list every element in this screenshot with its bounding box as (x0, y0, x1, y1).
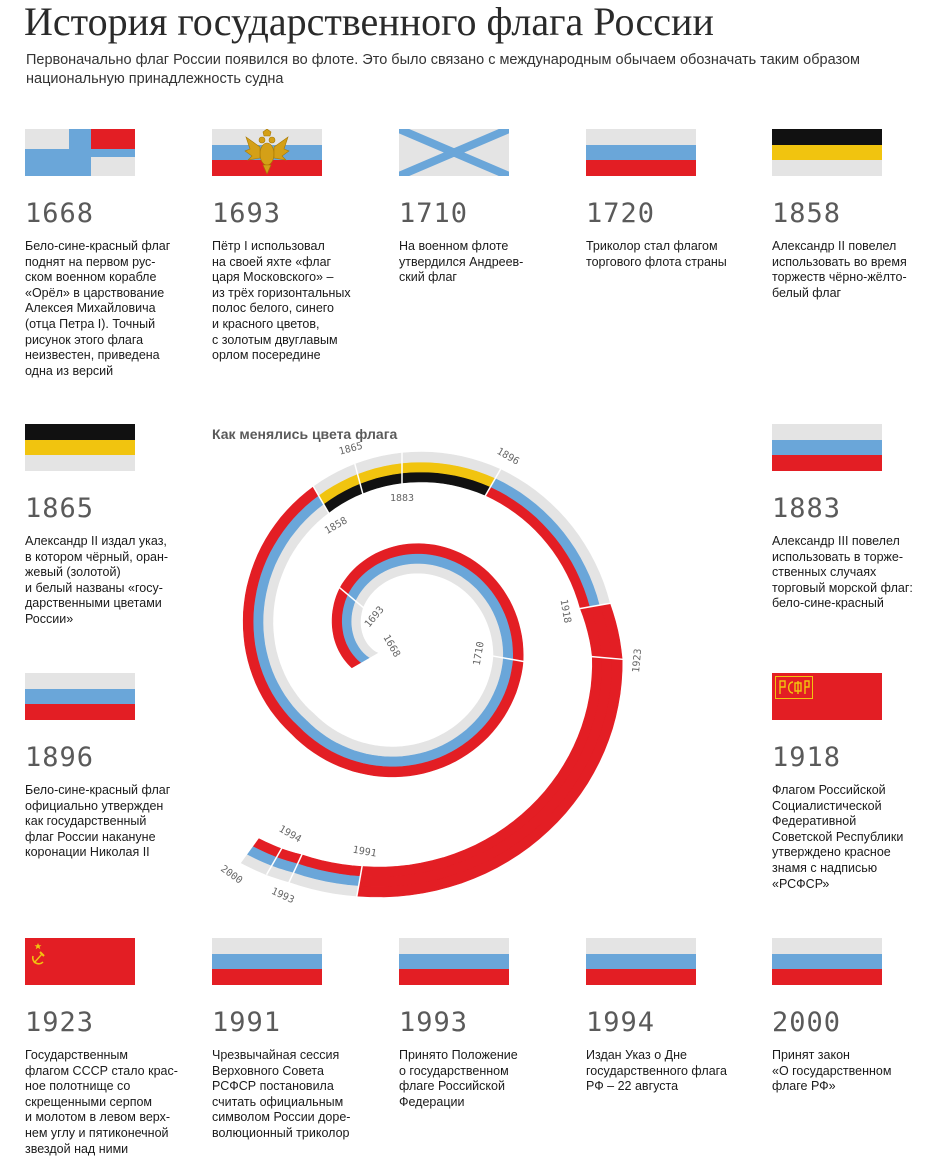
spiral-year-label: 1883 (390, 493, 414, 504)
spiral-boundary-1710 (491, 655, 526, 663)
spiral-year-label: 1668 (380, 633, 402, 659)
imperial-flag-icon (772, 129, 882, 176)
imperial-flag-icon (25, 424, 135, 471)
tricolor-flag-icon (25, 673, 135, 720)
timeline-entry-1991: 1991 Чрезвычайная сессия Верховного Сове… (212, 938, 390, 1142)
tricolor-flag-icon (212, 938, 322, 985)
page-title: История государственного флага России (24, 0, 714, 44)
entry-year: 1923 (25, 1007, 95, 1038)
spiral-boundary-1991 (355, 864, 364, 899)
tricolor-flag-icon (586, 938, 696, 985)
spiral-boundary-1993 (287, 852, 304, 885)
entry-description: Триколор стал флагом торгового флота стр… (586, 239, 727, 269)
spiral-year-label: 1993 (269, 886, 295, 906)
entry-year: 1896 (25, 742, 95, 773)
timeline-entry-1668: 1668 Бело-сине-красный флаг поднят на пе… (25, 129, 203, 379)
spiral-year-label: 1710 (472, 641, 487, 667)
entry-description: Принято Положение о государственном флаг… (399, 1048, 518, 1109)
entry-description: Александр II повелел использовать во вре… (772, 239, 907, 300)
tricolor-flag-icon (772, 424, 882, 471)
spiral-boundary-1923 (590, 655, 625, 661)
timeline-entry-1896: 1896 Бело-сине-красный флаг официально у… (25, 673, 203, 861)
timeline-entry-1693: 1693 Пётр I использовал на своей яхте «ф… (212, 129, 390, 364)
timeline-entry-1710: 1710 На военном флоте утвердился Андреев… (399, 129, 577, 286)
timeline-entry-2000: 2000 Принят закон «О государственном фла… (772, 938, 943, 1095)
tricolor-flag-icon (772, 938, 882, 985)
entry-year: 1918 (772, 742, 842, 773)
spiral-year-label: 1994 (277, 824, 303, 846)
timeline-entry-1883: 1883 Александр III повелел использовать … (772, 424, 943, 612)
tricolor-flag-icon (399, 938, 509, 985)
entry-description: Издан Указ о Дне государственного флага … (586, 1048, 727, 1094)
tricolor-flag-icon (586, 129, 696, 176)
timeline-entry-1923: 1923 Государственным флагом СССР стало к… (25, 938, 203, 1157)
spiral-boundary-1693 (337, 586, 365, 610)
entry-description: Пётр I использовал на своей яхте «флаг ц… (212, 239, 351, 363)
spiral-year-label: 2000 (218, 863, 244, 886)
entry-year: 1710 (399, 198, 469, 229)
spiral-title: Как менялись цвета флага (212, 426, 398, 442)
entry-description: Александр II издал указ, в котором чёрны… (25, 534, 169, 626)
orel-flag-icon (25, 129, 135, 176)
double-headed-eagle-icon (244, 129, 290, 175)
spiral-year-label: 1693 (363, 604, 387, 630)
timeline-entry-1865: 1865 Александр II издал указ, в котором … (25, 424, 203, 628)
entry-year: 1883 (772, 493, 842, 524)
entry-description: Чрезвычайная сессия Верховного Совета РС… (212, 1048, 351, 1140)
entry-year: 1668 (25, 198, 95, 229)
spiral-year-label: 1923 (631, 648, 644, 673)
entry-description: Бело-сине-красный флаг официально утверж… (25, 783, 171, 860)
spiral-boundary-2000 (238, 836, 260, 865)
tsar-moscow-flag-icon (212, 129, 322, 176)
spiral-year-label: 1858 (323, 515, 349, 537)
timeline-entry-1918: 1918 Флагом Российской Социалистической … (772, 673, 943, 892)
entry-year: 1693 (212, 198, 282, 229)
entry-year: 1994 (586, 1007, 656, 1038)
entry-description: Принят закон «О государственном флаге РФ… (772, 1048, 892, 1094)
spiral-boundary-1668 (350, 651, 381, 671)
spiral-boundary-1865 (353, 461, 364, 495)
rsfsr-flag-icon (772, 673, 882, 720)
timeline-entry-1720: 1720 Триколор стал флагом торгового флот… (586, 129, 764, 270)
timeline-entry-1994: 1994 Издан Указ о Дне государственного ф… (586, 938, 764, 1095)
spiral-year-label: 1865 (338, 441, 364, 458)
entry-year: 1720 (586, 198, 656, 229)
entry-description: На военном флоте утвердился Андреев- ски… (399, 239, 524, 285)
spiral-boundary-1858 (311, 484, 331, 515)
spiral-boundary-1918 (578, 602, 612, 610)
entry-year: 2000 (772, 1007, 842, 1038)
spiral-year-label: 1896 (495, 446, 521, 468)
timeline-entry-1858: 1858 Александр II повелел использовать в… (772, 129, 943, 301)
st-andrew-flag-icon (399, 129, 509, 176)
entry-description: Бело-сине-красный флаг поднят на первом … (25, 239, 171, 378)
page-subtitle: Первоначально флаг России появился во фл… (26, 52, 861, 87)
entry-year: 1858 (772, 198, 842, 229)
entry-description: Александр III повелел использовать в тор… (772, 534, 913, 611)
spiral-boundary-1896 (483, 467, 503, 498)
spiral-year-label: 1918 (557, 598, 572, 624)
ussr-flag-icon (25, 938, 135, 985)
entry-year: 1991 (212, 1007, 282, 1038)
hammer-sickle-icon (31, 943, 45, 965)
rsfsr-emblem-icon (775, 676, 813, 699)
spiral-boundary-1994 (265, 844, 285, 876)
timeline-entry-1993: 1993 Принято Положение о государственном… (399, 938, 577, 1110)
entry-year: 1993 (399, 1007, 469, 1038)
spiral-year-label: 1991 (352, 845, 378, 860)
entry-description: Флагом Российской Социалистической Федер… (772, 783, 904, 891)
entry-description: Государственным флагом СССР стало крас- … (25, 1048, 178, 1156)
entry-year: 1865 (25, 493, 95, 524)
